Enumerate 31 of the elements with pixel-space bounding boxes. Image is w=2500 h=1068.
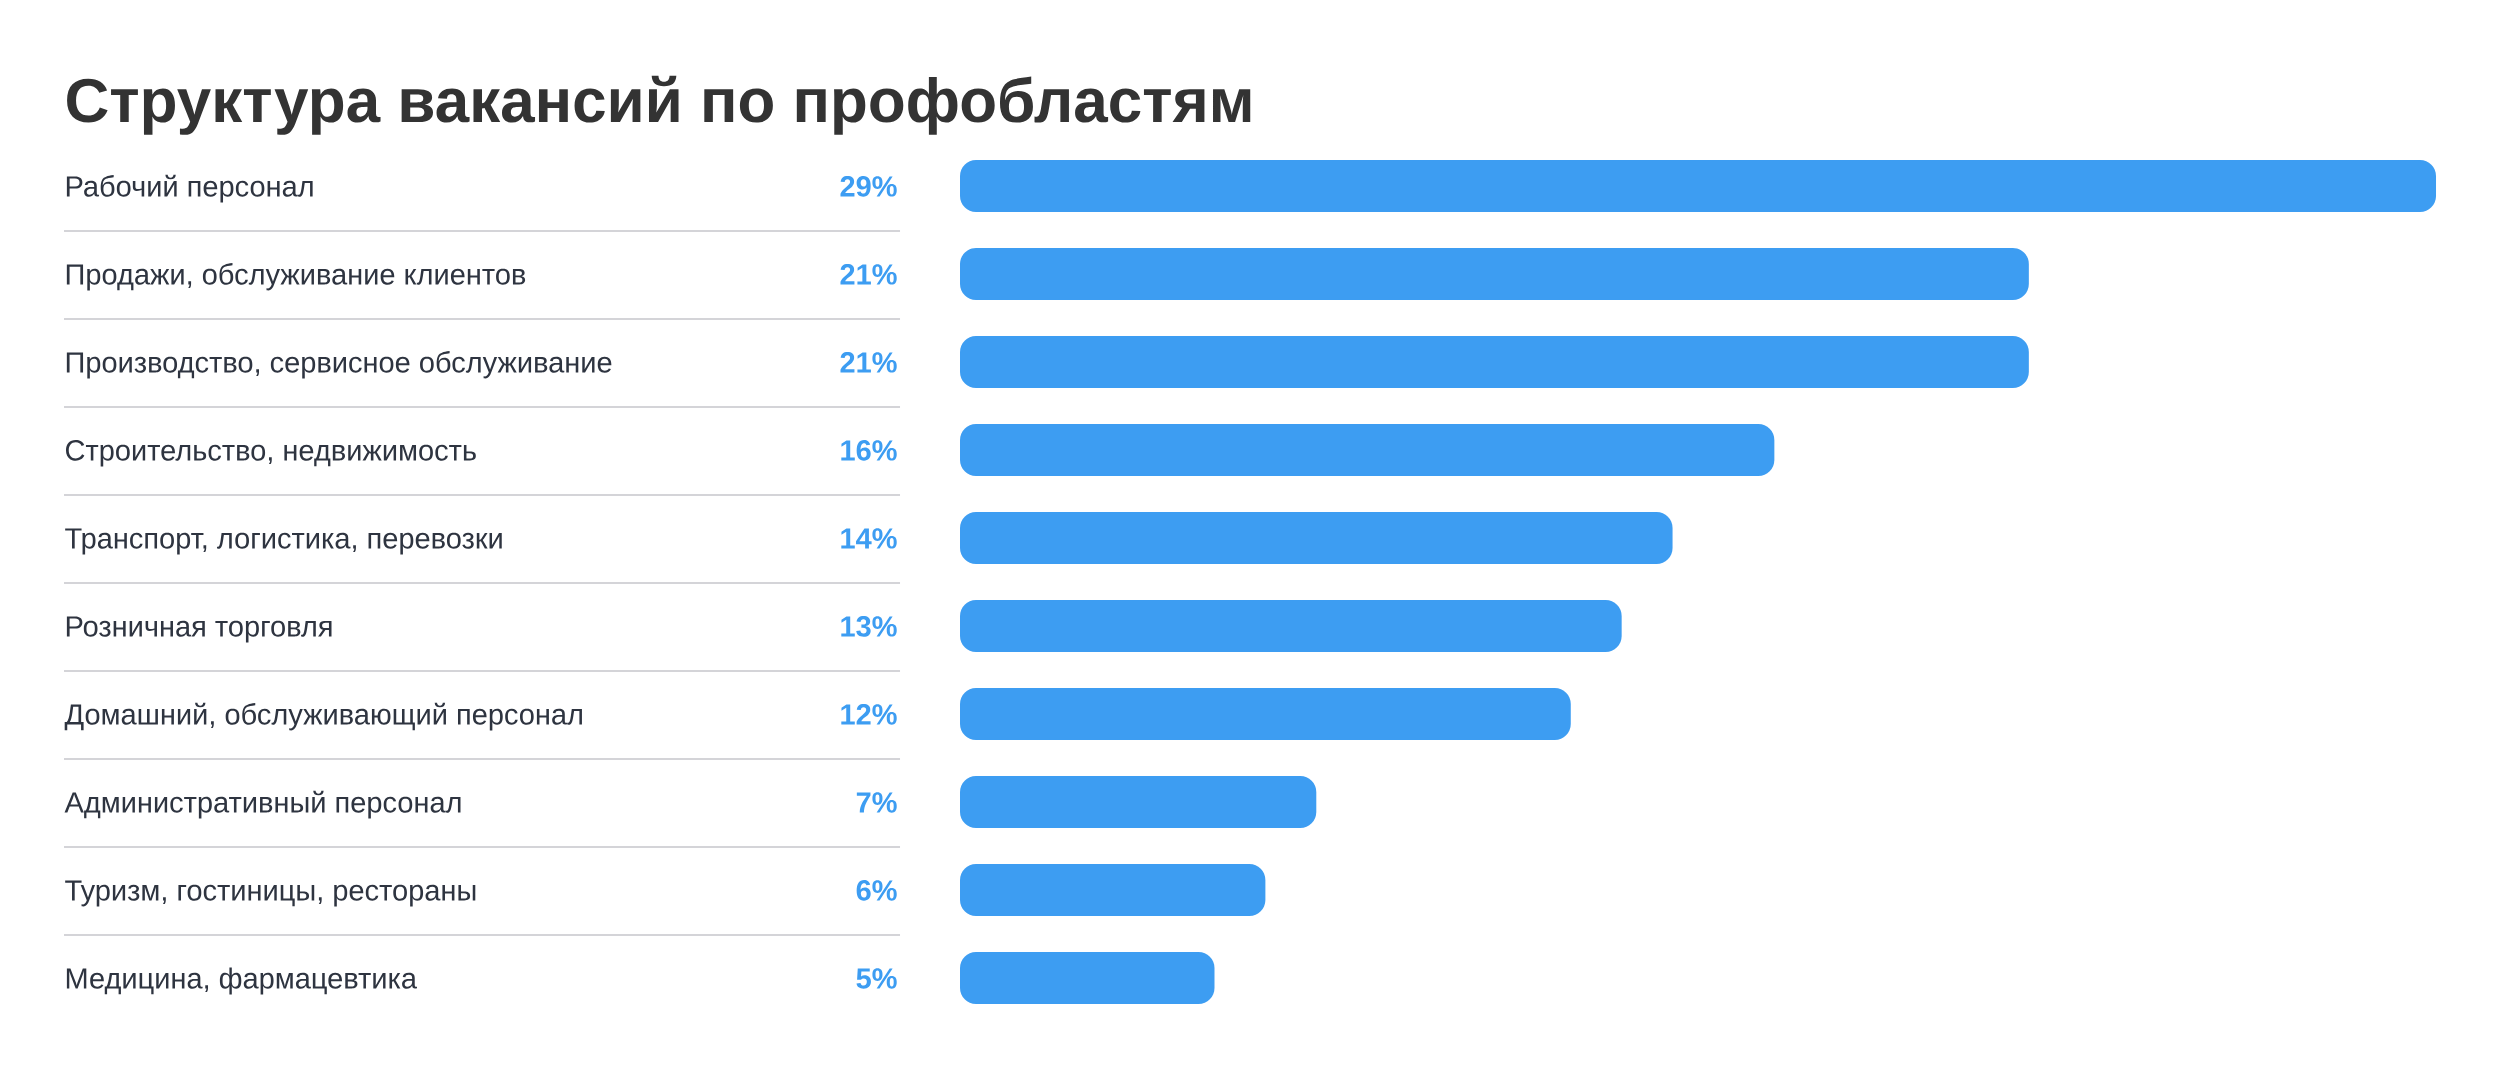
y-tick-label: Строительство, недвижимость: [65, 440, 476, 467]
data-label: 6%: [856, 880, 897, 901]
y-tick-label: Медицина, фармацевтика: [66, 967, 417, 995]
data-label: 5%: [856, 968, 897, 989]
y-tick-label: Продажи, обслуживание клиентов: [66, 263, 526, 291]
data-label: 7%: [856, 792, 897, 813]
bar: [960, 687, 1571, 740]
bar: [960, 775, 1317, 828]
data-label: 29%: [840, 176, 897, 197]
y-tick-label: Туризм, гостиницы, рестораны: [65, 880, 476, 907]
data-label: 13%: [841, 616, 897, 637]
bar: [960, 511, 1673, 564]
y-tick-label: Домашний, обслуживающий персонал: [64, 702, 582, 731]
bar: [960, 335, 2029, 388]
data-label: 16%: [841, 440, 897, 461]
y-tick-label: Розничная торговля: [66, 616, 332, 643]
data-label: 21%: [840, 264, 897, 285]
data-label: 21%: [840, 352, 897, 373]
bar: [960, 423, 1775, 476]
bar: [960, 159, 2437, 212]
data-label: 14%: [841, 528, 897, 549]
bar: [960, 863, 1266, 916]
bar: [960, 599, 1622, 652]
bar: [960, 247, 2029, 300]
data-label: 12%: [841, 704, 897, 725]
y-tick-label: Рабочий персонал: [66, 174, 313, 203]
y-tick-label: Административный персонал: [64, 790, 461, 819]
y-tick-label: Транспорт, логистика, перевозки: [65, 528, 502, 555]
y-tick-label: Производство, сервисное обслуживание: [66, 351, 612, 379]
bar: [960, 952, 1215, 1004]
chart-title: Структура вакансий по профобластям: [67, 75, 1251, 135]
